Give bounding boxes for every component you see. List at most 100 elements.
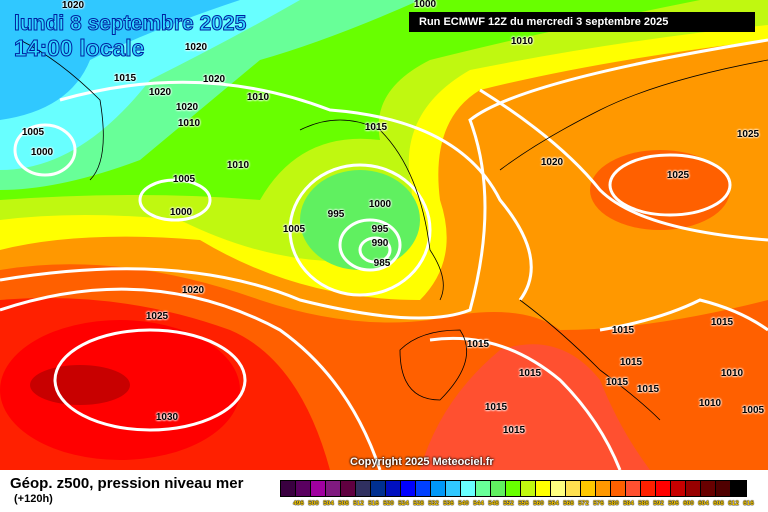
scale-label: 604 (698, 500, 709, 507)
color-swatch (416, 481, 431, 496)
isobar-label: 1005 (741, 405, 765, 416)
scale-label: 536 (443, 500, 454, 507)
isobar-label: 1010 (510, 36, 534, 47)
isobar-label: 1020 (148, 87, 172, 98)
color-swatch (566, 481, 581, 496)
isobar-label: 1000 (368, 199, 392, 210)
isobar-label: 985 (373, 258, 391, 269)
isobar-label: 1020 (540, 157, 564, 168)
isobar-label: 1015 (113, 73, 137, 84)
scale-label: 540 (458, 500, 469, 507)
color-swatch (641, 481, 656, 496)
color-swatch (611, 481, 626, 496)
scale-label: 496 (293, 500, 304, 507)
color-swatch (536, 481, 551, 496)
isobar-label: 1015 (619, 357, 643, 368)
isobar-label: 1010 (246, 92, 270, 103)
scale-label: 564 (548, 500, 559, 507)
color-swatch (626, 481, 641, 496)
scale-label: 528 (413, 500, 424, 507)
isobar-label: 1015 (484, 402, 508, 413)
color-swatch (326, 481, 341, 496)
color-swatch (596, 481, 611, 496)
color-swatch (311, 481, 326, 496)
color-swatch (701, 481, 716, 496)
isobar-label: 1015 (605, 377, 629, 388)
forecast-time: 14:00 locale (13, 35, 145, 61)
isobar-label: 1025 (666, 170, 690, 181)
scale-label: 552 (503, 500, 514, 507)
scale-label: 520 (383, 500, 394, 507)
isobar-label: 1020 (184, 42, 208, 53)
isobar-label: 1015 (611, 325, 635, 336)
forecast-hour: (+120h) (14, 493, 53, 505)
scale-label: 580 (608, 500, 619, 507)
isobar-label: 1030 (155, 412, 179, 423)
color-swatch (656, 481, 671, 496)
scale-label: 568 (563, 500, 574, 507)
scale-label: 524 (398, 500, 409, 507)
color-swatch (386, 481, 401, 496)
scale-label: 544 (473, 500, 484, 507)
scale-label: 572 (578, 500, 589, 507)
scale-label: 504 (323, 500, 334, 507)
scale-label: 560 (533, 500, 544, 507)
color-swatch (461, 481, 476, 496)
color-swatch (716, 481, 731, 496)
scale-label: 576 (593, 500, 604, 507)
isobar-label: 1015 (364, 122, 388, 133)
isobar-label: 1005 (21, 127, 45, 138)
scale-label: 584 (623, 500, 634, 507)
color-swatch (281, 481, 296, 496)
color-swatch (686, 481, 701, 496)
scale-label: 516 (368, 500, 379, 507)
isobar-label: 1010 (698, 398, 722, 409)
scale-label: 600 (683, 500, 694, 507)
copyright: Copyright 2025 Meteociel.fr (350, 456, 494, 468)
scale-label: 608 (713, 500, 724, 507)
isobar-label: 1015 (502, 425, 526, 436)
color-swatch (491, 481, 506, 496)
legend-footer: Géop. z500, pression niveau mer (+120h) … (0, 470, 768, 512)
isobar-label: 1020 (181, 285, 205, 296)
color-swatch (581, 481, 596, 496)
map-title: Géop. z500, pression niveau mer (10, 475, 244, 492)
isobar-label: 1020 (175, 102, 199, 113)
color-swatch (296, 481, 311, 496)
scale-label: 508 (338, 500, 349, 507)
color-swatch (356, 481, 371, 496)
scale-label: 596 (668, 500, 679, 507)
color-scale-labels: 496 500 504 508 512 516 520 524 528 532 536 540 544 5… (291, 500, 756, 507)
color-swatch (671, 481, 686, 496)
isobar-label: 1010 (226, 160, 250, 171)
scale-label: 592 (653, 500, 664, 507)
forecast-date: lundi 8 septembre 2025 (13, 12, 247, 35)
scale-label: 548 (488, 500, 499, 507)
color-scale (280, 480, 747, 497)
isobar-label: 1000 (30, 147, 54, 158)
color-swatch (431, 481, 446, 496)
scale-label: 532 (428, 500, 439, 507)
color-swatch (521, 481, 536, 496)
isobar-label: 1015 (466, 339, 490, 350)
isobar-label: 1010 (720, 368, 744, 379)
isobar-label: 1020 (61, 0, 85, 11)
color-swatch (731, 481, 746, 496)
isobar-label: 990 (371, 238, 389, 249)
isobar-label: 1025 (145, 311, 169, 322)
isobar-label: 1015 (636, 384, 660, 395)
isobar-label: 1010 (177, 118, 201, 129)
isobar-label: 995 (371, 224, 389, 235)
isobar-label: 1020 (202, 74, 226, 85)
scale-label: 612 (728, 500, 739, 507)
scale-label: 588 (638, 500, 649, 507)
color-swatch (551, 481, 566, 496)
color-swatch (401, 481, 416, 496)
isobar-label: 995 (327, 209, 345, 220)
isobar-label: 1000 (169, 207, 193, 218)
isobar-label: 1015 (710, 317, 734, 328)
isobar-label: 1005 (282, 224, 306, 235)
color-swatch (341, 481, 356, 496)
isobar-label: 1015 (518, 368, 542, 379)
isobar-label: 1025 (736, 129, 760, 140)
